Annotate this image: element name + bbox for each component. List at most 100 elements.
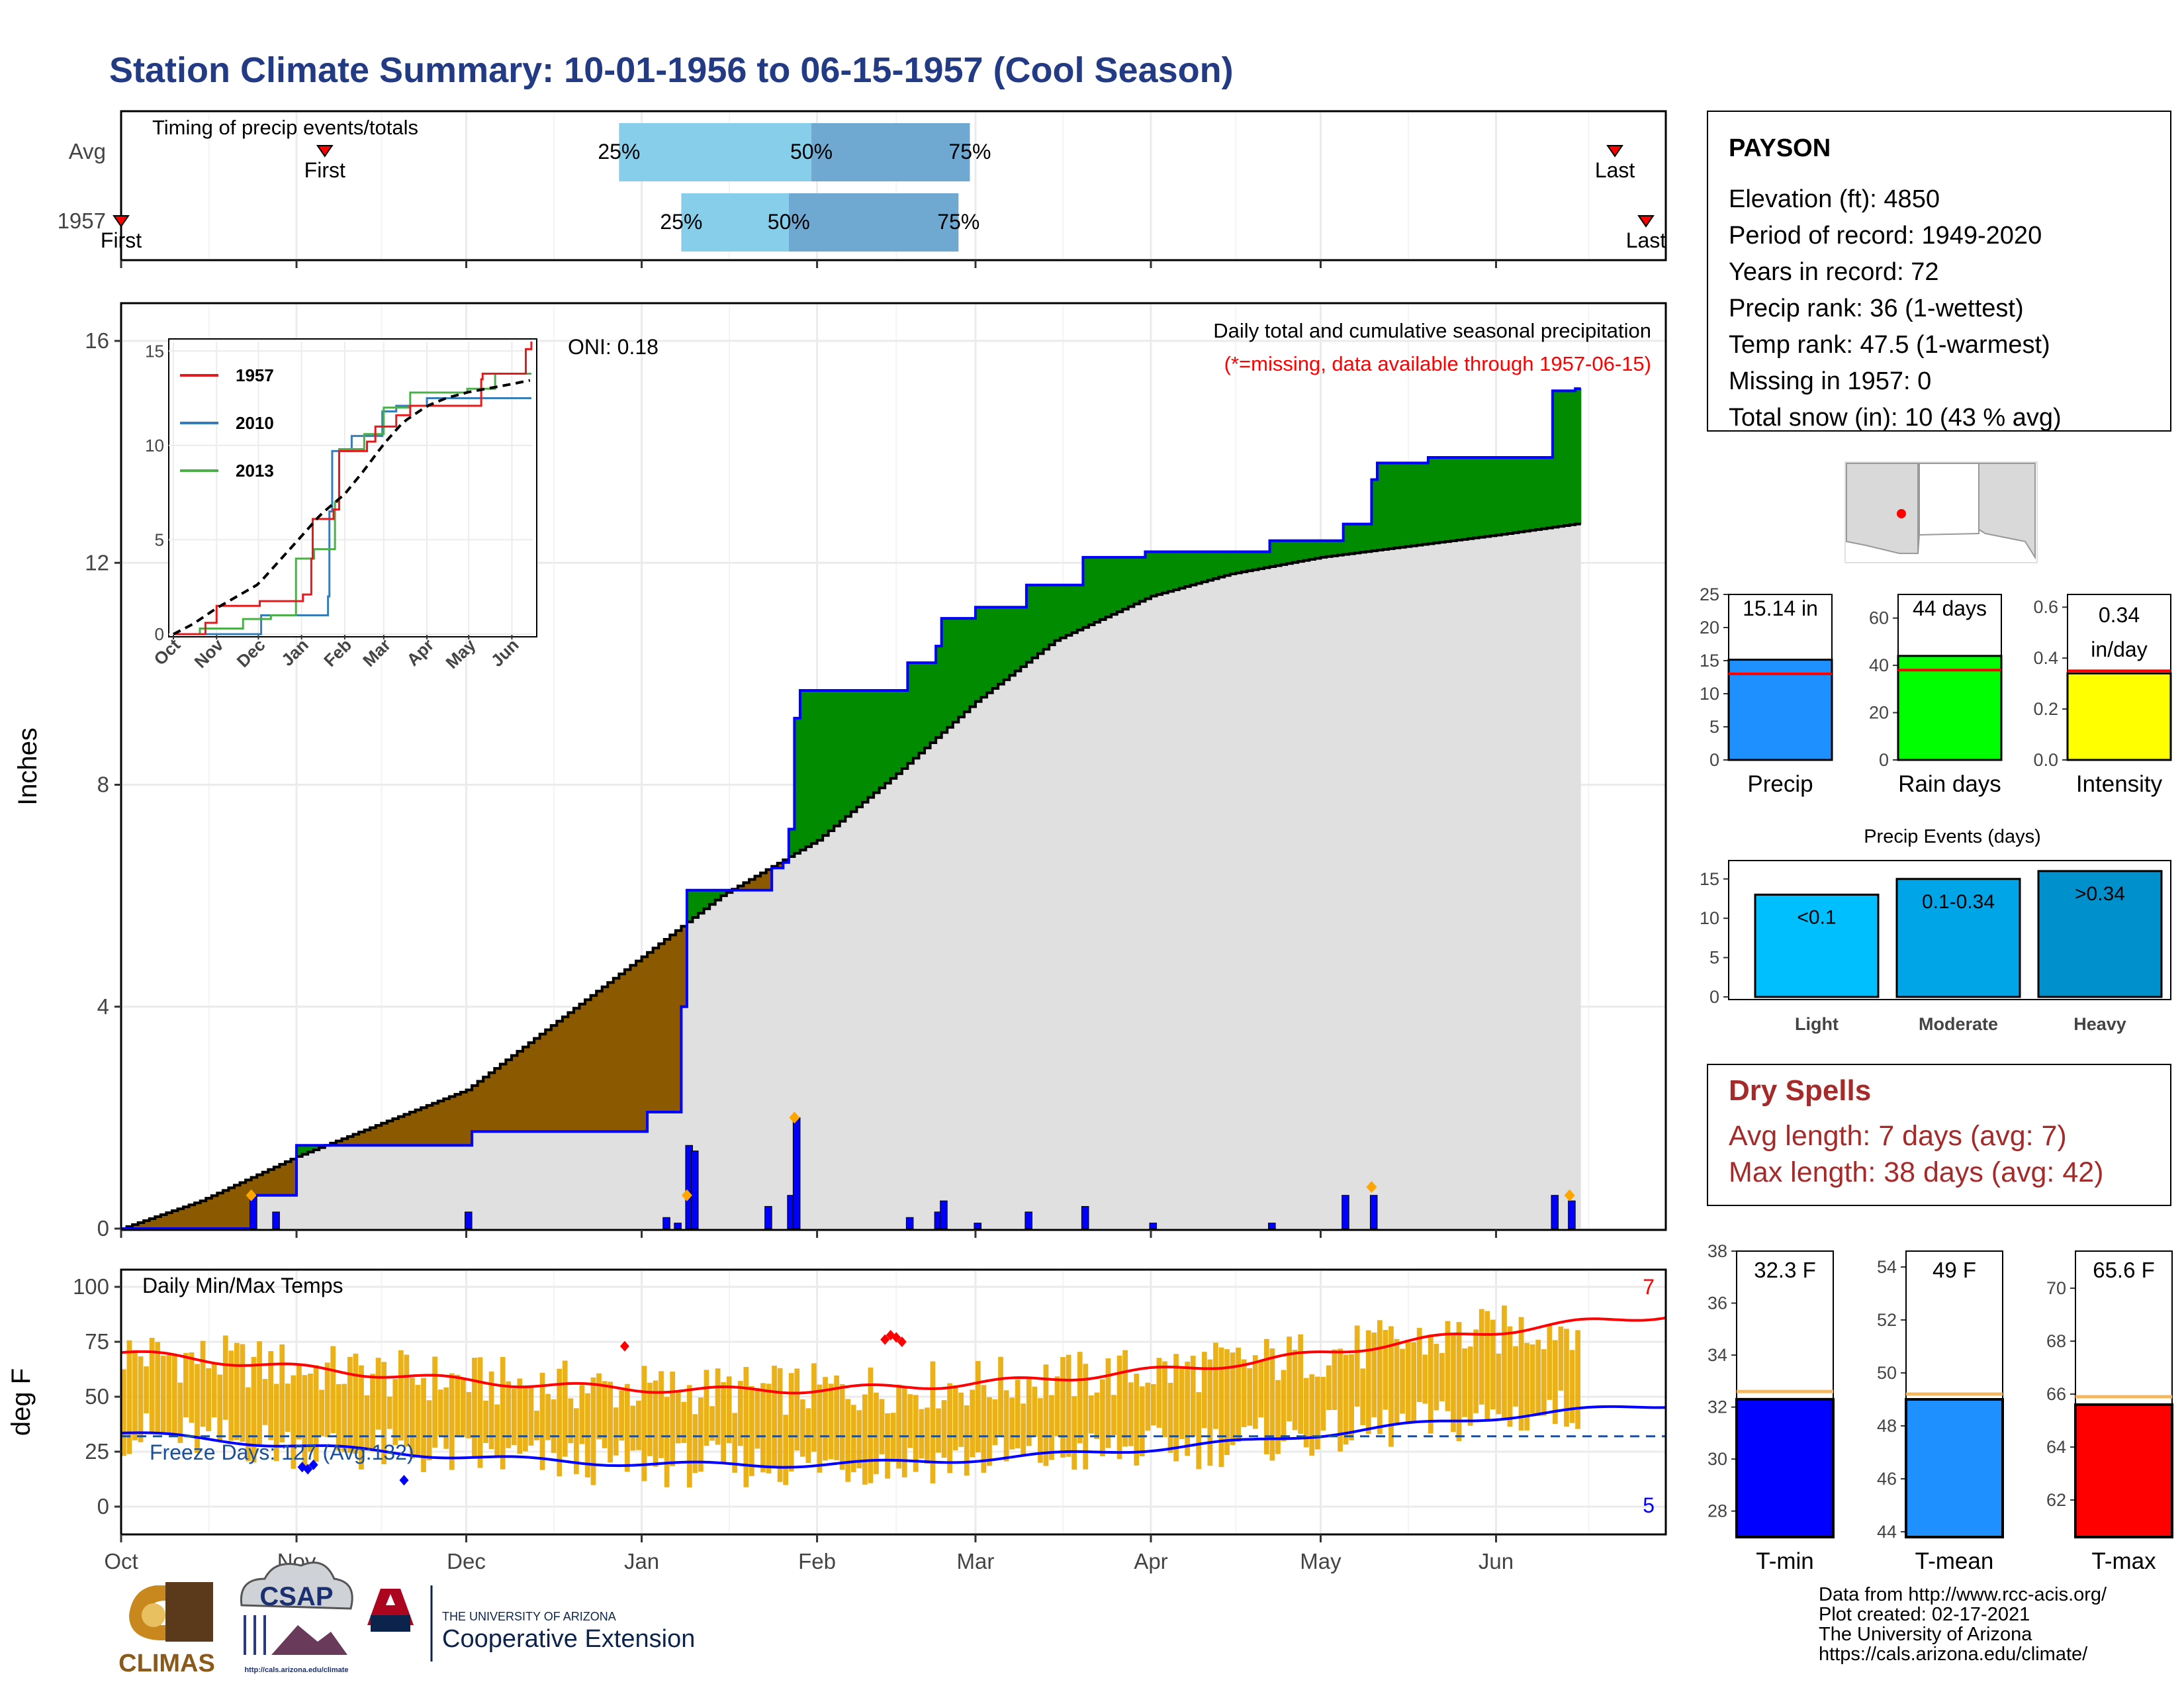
- below-average-area: [557, 1021, 563, 1132]
- daily-temp-range-bar: [1151, 1383, 1156, 1426]
- above-average-area: [1529, 457, 1536, 531]
- above-average-area: [981, 607, 987, 698]
- daily-temp-range-bar: [947, 1383, 952, 1474]
- above-average-area: [1128, 557, 1134, 607]
- above-average-area: [794, 718, 801, 854]
- above-average-area: [1496, 457, 1502, 536]
- precip-events-chart: Precip Events (days) 0 5 10 15 <0.1 Light 0.1-…: [1700, 826, 2171, 1034]
- daily-temp-range-bar: [1258, 1360, 1264, 1418]
- daily-precip-bar: [1551, 1195, 1559, 1229]
- daily-temp-range-bar: [319, 1389, 324, 1436]
- above-average-area: [721, 890, 727, 896]
- daily-temp-range-bar: [257, 1341, 262, 1448]
- above-average-area: [1167, 551, 1174, 592]
- below-average-area: [251, 1177, 257, 1196]
- daily-temp-range-bar: [341, 1383, 347, 1452]
- above-average-area: [1524, 457, 1531, 532]
- timing-bars: 25% 50% 75% First Last 25% 50% 75% First Last: [101, 123, 1666, 252]
- above-average-area: [1015, 607, 1021, 671]
- daily-temp-range-bar: [1043, 1364, 1049, 1466]
- daily-temp-range-bar: [1541, 1349, 1547, 1416]
- below-average-area: [285, 1161, 292, 1196]
- daily-temp-range-bar: [596, 1373, 602, 1440]
- month-axis: Oct Nov Dec Jan Feb Mar Apr May Jun: [104, 260, 1514, 1573]
- below-average-area: [624, 969, 631, 1132]
- daily-precip-bar: [764, 1205, 772, 1229]
- daily-temp-range-bar: [1569, 1350, 1575, 1423]
- precip-panel: 0 4 8 12 16 Inches Daily total and cumulativ…: [13, 302, 1667, 1241]
- above-average-area: [998, 607, 1005, 684]
- cumulative-1957-line: [121, 387, 1581, 1230]
- temp-summary-y-tick-label: 30: [1707, 1449, 1727, 1469]
- temp-summary-bar-label: T-max: [2091, 1548, 2156, 1574]
- above-average-area: [964, 618, 971, 712]
- daily-temp-range-bar: [1179, 1368, 1185, 1440]
- below-average-area: [568, 1012, 574, 1132]
- temp-summary-y-tick-label: 32: [1707, 1397, 1727, 1417]
- daily-temp-range-bar: [743, 1366, 749, 1487]
- summary-y-tick-label: 0.6: [2033, 597, 2058, 617]
- above-average-area: [941, 618, 948, 733]
- below-average-area: [523, 1047, 529, 1132]
- daily-temp-range-bar: [195, 1364, 200, 1453]
- above-average-area: [1558, 391, 1565, 527]
- daily-temp-range-bar: [890, 1413, 896, 1462]
- daily-temp-range-bar: [1326, 1365, 1332, 1411]
- below-average-area: [392, 1119, 399, 1146]
- above-average-area: [1309, 540, 1316, 560]
- temp-summary-bar-label: T-mean: [1915, 1548, 1994, 1574]
- daily-temp-range-bar: [494, 1404, 500, 1458]
- daily-temp-range-bar: [426, 1400, 432, 1461]
- above-average-area: [947, 618, 954, 727]
- daily-temp-range-bar: [1303, 1378, 1309, 1448]
- summary-y-tick-label: 0: [1709, 750, 1719, 770]
- daily-temp-range-bar: [817, 1384, 823, 1473]
- timing-50-label: 50%: [790, 140, 833, 164]
- daily-temp-range-bar: [1275, 1380, 1281, 1454]
- daily-temp-range-bar: [228, 1350, 234, 1441]
- timing-50-label: 50%: [768, 210, 810, 234]
- daily-temp-range-bar: [189, 1352, 195, 1423]
- below-average-area: [421, 1107, 428, 1146]
- snow-marker: [789, 1111, 800, 1124]
- station-info: PAYSON Elevation (ft): 4850 Period of re…: [1707, 111, 2171, 432]
- daily-temp-range-bar: [1263, 1338, 1269, 1454]
- month-label: Feb: [798, 1549, 836, 1573]
- below-average-area: [222, 1190, 230, 1229]
- daily-temp-range-bar: [483, 1400, 488, 1443]
- above-average-area: [907, 663, 914, 764]
- above-average-area: [1411, 463, 1418, 546]
- daily-temp-range-bar: [1269, 1348, 1275, 1461]
- first-event-marker: [113, 215, 130, 228]
- above-average-area: [1428, 457, 1435, 544]
- above-average-area: [1054, 585, 1061, 641]
- daily-temp-range-bar: [1032, 1386, 1038, 1437]
- ua-a-base: [371, 1615, 410, 1632]
- below-average-area: [528, 1043, 535, 1132]
- daily-temp-range-bar: [506, 1381, 512, 1448]
- record-temp-marker: [308, 1459, 318, 1470]
- above-average-area: [1360, 524, 1367, 553]
- below-average-area: [432, 1103, 439, 1146]
- above-average-area: [1201, 551, 1208, 582]
- above-average-area: [1513, 457, 1520, 533]
- below-average-area: [415, 1109, 422, 1146]
- daily-temp-range-bar: [794, 1368, 800, 1451]
- daily-temp-range-bar: [709, 1406, 715, 1441]
- above-average-area: [1173, 551, 1180, 590]
- below-average-area: [754, 876, 761, 890]
- below-average-area: [477, 1081, 484, 1132]
- daily-temp-range-bar: [1428, 1334, 1433, 1434]
- below-average-area: [681, 926, 688, 1007]
- below-average-area: [630, 965, 637, 1132]
- daily-precip-bar: [1024, 1211, 1032, 1229]
- above-average-area: [1383, 463, 1389, 549]
- month-label: Jun: [1479, 1549, 1514, 1573]
- climas-sun-icon: [142, 1603, 165, 1627]
- daily-temp-range-bar: [874, 1392, 879, 1474]
- daily-temp-range-bar: [1173, 1354, 1179, 1462]
- above-average-area: [1043, 585, 1050, 649]
- daily-temp-range-bar: [630, 1405, 636, 1451]
- summary-value-label: in/day: [2091, 637, 2147, 661]
- last-event-label: Last: [1626, 228, 1666, 252]
